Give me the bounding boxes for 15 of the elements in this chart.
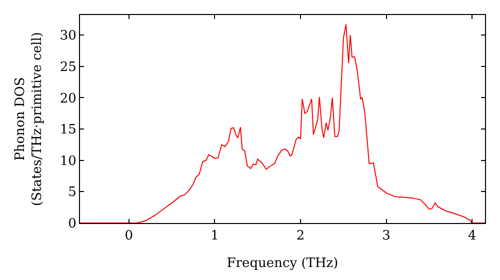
line-series xyxy=(80,24,485,223)
x-tick-label: 3 xyxy=(382,228,390,244)
y-axis-title: Phonon DOS (States/THz·primitive cell) xyxy=(12,32,45,206)
y-tick-label: 10 xyxy=(60,154,76,169)
y-tick-label: 25 xyxy=(60,60,76,75)
y-tick-label: 5 xyxy=(68,185,76,200)
y-tick-label: 15 xyxy=(60,122,76,138)
x-tick-label: 1 xyxy=(210,228,219,244)
y-tick-label: 20 xyxy=(60,91,76,106)
x-tick-label: 0 xyxy=(124,228,134,244)
y-tick-label: 30 xyxy=(60,28,76,44)
y-tick-label: 0 xyxy=(68,216,76,232)
x-tick-label: 2 xyxy=(296,228,305,244)
x-tick-label: 4 xyxy=(468,228,476,244)
x-axis-title: Frequency (THz) xyxy=(226,256,338,272)
